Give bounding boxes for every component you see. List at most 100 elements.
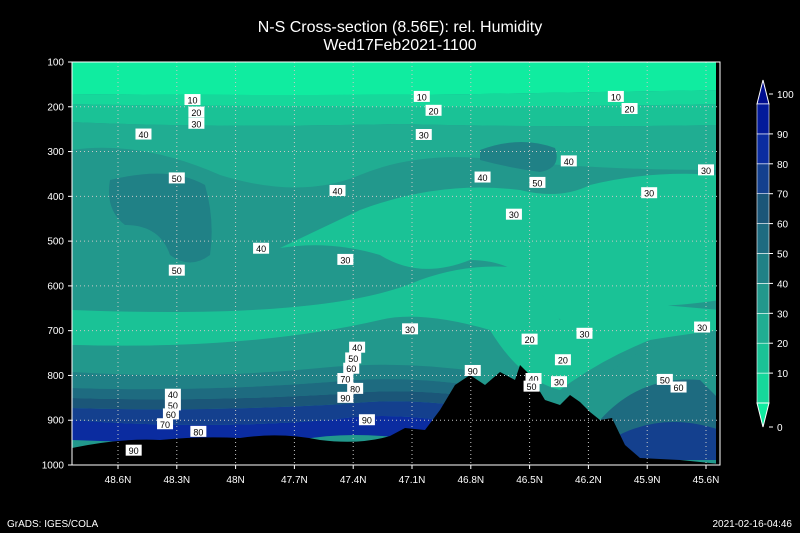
chart-subtitle: Wed17Feb2021-1100 xyxy=(323,37,477,54)
contour-label: 30 xyxy=(554,378,564,388)
contour-label: 40 xyxy=(256,244,266,254)
colorbar-tick-label: 10 xyxy=(777,369,789,380)
contour-label: 50 xyxy=(168,401,178,411)
y-tick-label: 200 xyxy=(47,102,64,113)
band-20-30 xyxy=(72,104,720,127)
contour-label: 30 xyxy=(340,255,350,265)
contour-label-bg xyxy=(345,352,362,364)
contour-label: 80 xyxy=(350,384,360,394)
y-tick-label: 1000 xyxy=(42,461,65,472)
contour-label: 50 xyxy=(348,354,358,364)
contour-label-bg xyxy=(607,90,624,102)
contour-label-bg xyxy=(402,323,419,335)
band-10-20 xyxy=(72,90,720,107)
contour-label: 10 xyxy=(611,92,621,102)
contour-label: 40 xyxy=(352,343,362,353)
contour-label-bg xyxy=(694,321,711,333)
colorbar-tick-label: 100 xyxy=(777,90,794,101)
terrain xyxy=(72,365,720,465)
right-edge-strip xyxy=(716,62,720,465)
colorbar-segment xyxy=(756,103,770,135)
colorbar-segment xyxy=(756,223,770,254)
contour-label-bg xyxy=(188,106,205,118)
contour-label-bg xyxy=(554,354,571,366)
colorbar-min-arrow xyxy=(756,402,770,428)
contour-label-bg xyxy=(415,128,432,140)
colorbar-tick-label: 30 xyxy=(777,309,789,320)
contour-label: 60 xyxy=(674,383,684,393)
contour-label: 40 xyxy=(138,130,148,140)
x-tick-label: 46.2N xyxy=(575,475,602,486)
contour-label: 90 xyxy=(362,416,372,426)
contour-label-bg xyxy=(698,164,714,176)
x-tick-label: 45.6N xyxy=(693,475,720,486)
contour-label-bg xyxy=(190,425,207,437)
band-right-80 xyxy=(610,422,720,460)
contour-label-bg xyxy=(337,253,354,265)
contour-label: 10 xyxy=(417,92,427,102)
y-tick-label: 800 xyxy=(47,371,64,382)
colorbar-tick-label: 20 xyxy=(777,339,789,350)
contour-label: 30 xyxy=(579,329,589,339)
colorbar-segment xyxy=(756,342,770,374)
chart-title: N-S Cross-section (8.56E): rel. Humidity xyxy=(257,19,543,36)
contour-label-bg xyxy=(168,264,185,276)
y-tick-label: 500 xyxy=(47,237,64,248)
x-tick-label: 45.9N xyxy=(634,475,661,486)
contour-label-bg xyxy=(670,381,687,393)
contour-label: 30 xyxy=(419,130,429,140)
contour-label: 20 xyxy=(429,106,439,116)
contour-label-bg xyxy=(343,362,360,374)
contour-label: 60 xyxy=(346,364,356,374)
blob-50-mid xyxy=(480,141,557,172)
contour-label-bg xyxy=(135,128,152,140)
contour-label-bg xyxy=(523,380,540,392)
x-tick-label: 46.8N xyxy=(457,475,484,486)
contour-label: 20 xyxy=(525,335,535,345)
y-axis: 100 200 300 400 500 600 700 800 900 1000 xyxy=(42,58,72,472)
y-tick-label: 900 xyxy=(47,416,64,427)
x-tick-label: 48.3N xyxy=(163,475,190,486)
contour-label-bg xyxy=(157,418,174,430)
footer-credit: GrADS: IGES/COLA xyxy=(7,519,99,530)
contour-label: 30 xyxy=(701,166,711,176)
contour-label-bg xyxy=(329,184,346,196)
contour-label-bg xyxy=(474,171,491,183)
contour-label-bg xyxy=(349,341,366,353)
contour-label-bg xyxy=(162,408,179,420)
contour-label: 90 xyxy=(129,446,139,456)
contour-label-bg xyxy=(253,242,270,254)
contour-label-bg xyxy=(641,187,658,199)
contour-label-bg xyxy=(521,333,538,345)
colorbar-segment xyxy=(756,312,770,344)
contour-label: 80 xyxy=(193,427,203,437)
contour-label-bg xyxy=(425,104,442,116)
contour-label-bg xyxy=(337,391,354,403)
contour-label-bg xyxy=(529,176,546,188)
x-tick-label: 48.6N xyxy=(105,475,132,486)
plot-frame xyxy=(71,61,721,466)
contour-label: 30 xyxy=(405,325,415,335)
x-tick-label: 48N xyxy=(226,475,244,486)
x-tick-label: 46.5N xyxy=(516,475,543,486)
contour-label: 50 xyxy=(527,382,537,392)
contour-label-bg xyxy=(184,94,201,106)
y-tick-label: 100 xyxy=(47,58,64,69)
colorbar-tick-label: 90 xyxy=(777,130,789,141)
contour-label-bg xyxy=(525,373,542,385)
contour-label-bg xyxy=(505,208,522,220)
contour-label-bg xyxy=(413,90,430,102)
contour-label: 40 xyxy=(478,173,488,183)
colorbar-segment xyxy=(756,133,770,165)
contour-label: 50 xyxy=(660,375,670,385)
plot-area xyxy=(72,62,720,465)
colorbar-max-arrow xyxy=(756,79,770,105)
contour-labels: 1020304050404050301020304030504010203030… xyxy=(125,90,714,456)
contour-label-bg xyxy=(347,382,364,394)
x-tick-label: 47.4N xyxy=(340,475,367,486)
contour-label: 50 xyxy=(532,178,542,188)
y-tick-label: 700 xyxy=(47,326,64,337)
contour-label-bg xyxy=(551,376,567,388)
band-90-low xyxy=(72,416,440,443)
